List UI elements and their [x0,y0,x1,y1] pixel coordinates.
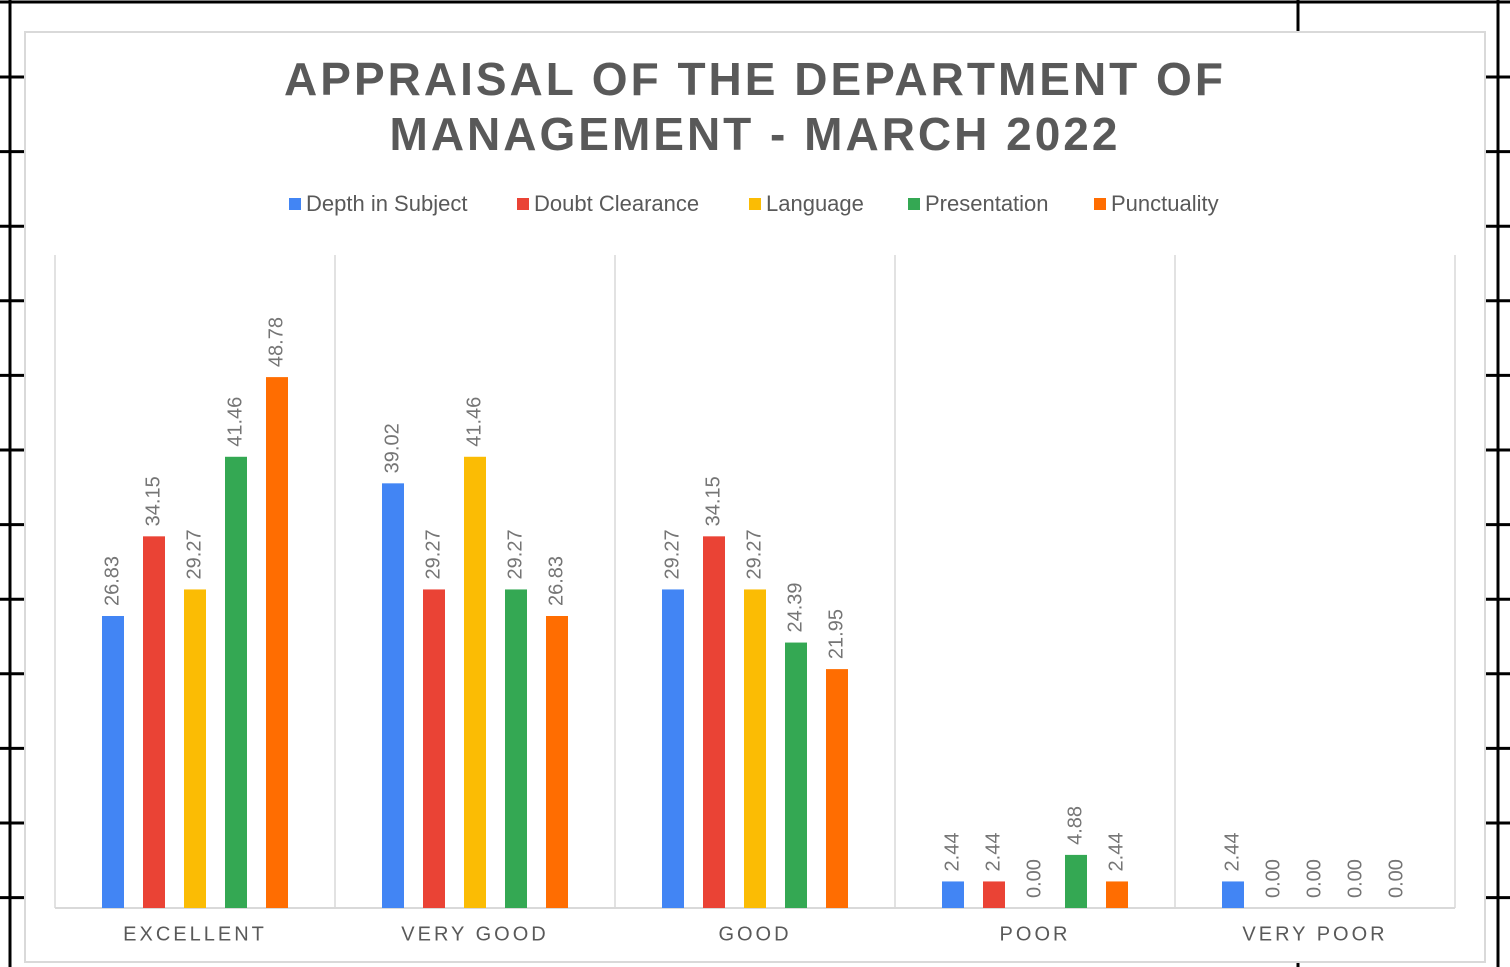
chart-title: APPRAISAL OF THE DEPARTMENT OF MANAGEMEN… [284,53,1226,160]
value-label: 34.15 [702,476,724,526]
bar [184,589,206,908]
bar [744,589,766,908]
value-label: 0.00 [1303,859,1325,898]
x-tick-label: VERY POOR [1242,923,1387,945]
bar [382,483,404,908]
value-label: 41.46 [224,397,246,447]
bar [143,536,165,908]
legend-swatch [749,198,761,210]
bar [1222,881,1244,908]
value-label: 2.44 [1105,833,1127,872]
value-label: 21.95 [825,609,847,659]
bar [1106,881,1128,908]
bar [826,669,848,908]
value-label: 29.27 [422,529,444,579]
value-label: 29.27 [183,529,205,579]
value-label: 29.27 [661,529,683,579]
sheet-row-marks [0,75,1510,900]
legend-label: Language [766,191,864,216]
value-label: 48.78 [265,317,287,367]
value-label: 0.00 [1385,859,1407,898]
bar [942,881,964,908]
legend-swatch [1094,198,1106,210]
x-tick-label: GOOD [718,923,791,945]
x-tick-label: POOR [1000,923,1071,945]
legend-label: Presentation [925,191,1049,216]
value-label: 26.83 [545,556,567,606]
value-label: 0.00 [1344,859,1366,898]
bar [464,456,486,908]
legend-label: Depth in Subject [306,191,467,216]
legend-swatch [289,198,301,210]
value-label: 2.44 [982,833,1004,872]
value-label: 41.46 [463,397,485,447]
bar [505,589,527,908]
bar [983,881,1005,908]
bar [266,377,288,909]
value-label: 29.27 [504,529,526,579]
bar [546,616,568,908]
x-tick-label: VERY GOOD [401,923,548,945]
bar [423,589,445,908]
bar [225,456,247,908]
value-label: 0.00 [1023,859,1045,898]
legend-label: Punctuality [1111,191,1219,216]
x-tick-label: EXCELLENT [123,923,267,945]
legend-swatch [908,198,920,210]
bar [785,642,807,908]
value-label: 2.44 [1221,833,1243,872]
value-label: 4.88 [1064,806,1086,845]
legend-label: Doubt Clearance [534,191,699,216]
bar [703,536,725,908]
value-label: 24.39 [784,582,806,632]
value-label: 39.02 [381,423,403,473]
bar [1065,854,1087,908]
value-label: 26.83 [101,556,123,606]
legend-swatch [517,198,529,210]
value-label: 0.00 [1262,859,1284,898]
bar [662,589,684,908]
value-label: 29.27 [743,529,765,579]
bar [102,616,124,908]
value-label: 2.44 [941,833,963,872]
value-label: 34.15 [142,476,164,526]
